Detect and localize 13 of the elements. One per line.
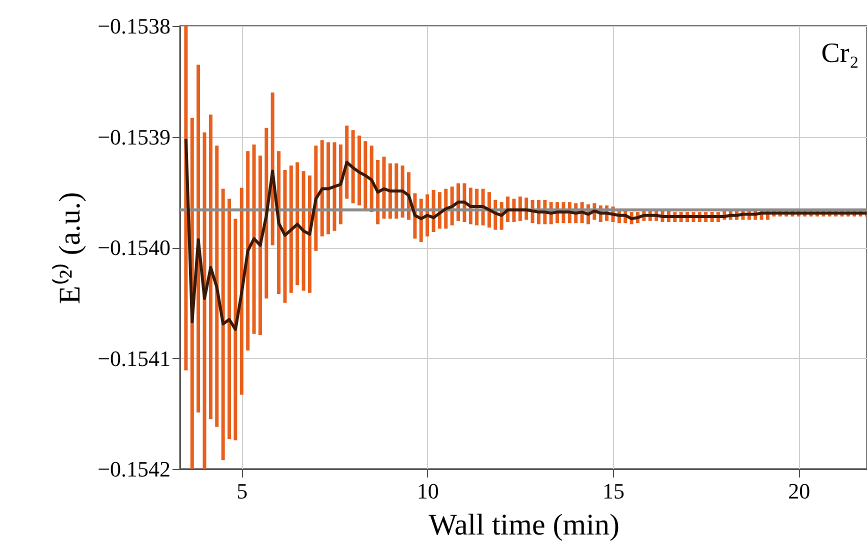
line-series — [184, 137, 867, 331]
x-tick-label: 15 — [602, 478, 624, 504]
y-tick-label: −0.1540 — [98, 235, 170, 260]
x-tick-label: 5 — [236, 478, 248, 504]
x-axis-title: Wall time (min) — [428, 508, 620, 542]
y-tick-label: −0.1538 — [98, 14, 170, 38]
y-tick-label: −0.1539 — [98, 124, 170, 150]
annotation: Cr₂ — [821, 38, 859, 69]
x-tick-label: 20 — [788, 478, 810, 504]
y-axis-title: E⁽²⁾ (a.u.) — [52, 192, 87, 304]
y-tick-label: −0.1542 — [98, 456, 170, 482]
x-tick-label: 10 — [416, 478, 439, 504]
y-tick-label: −0.1541 — [98, 346, 170, 371]
